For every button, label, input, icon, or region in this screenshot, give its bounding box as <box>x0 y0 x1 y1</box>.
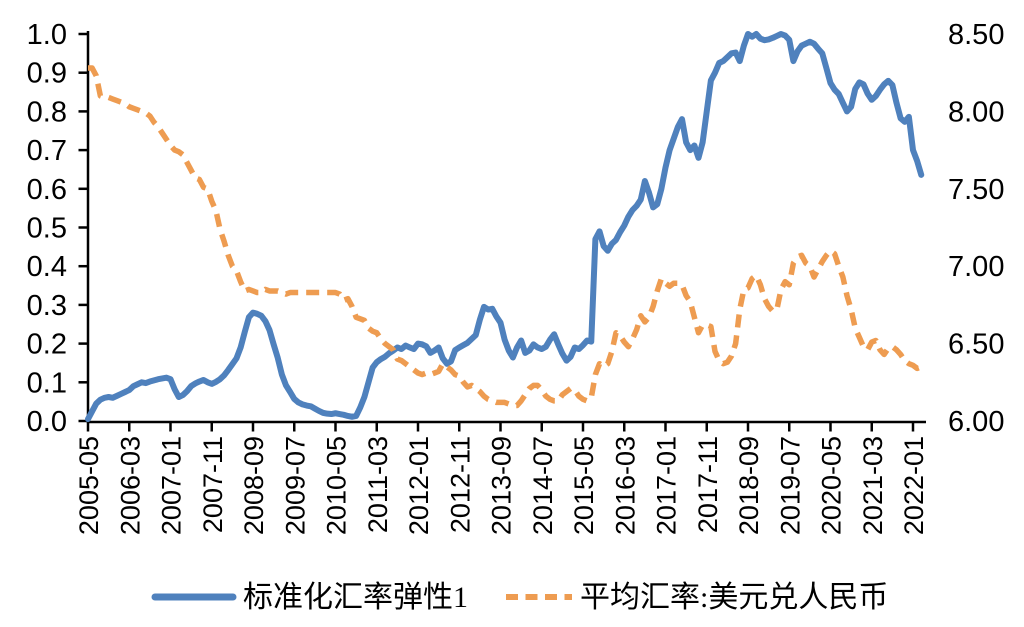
left-axis-tick-label: 0.4 <box>27 251 67 283</box>
left-axis-tick-label: 0.9 <box>27 58 67 90</box>
left-axis-tick-label: 0.3 <box>27 290 67 322</box>
legend-label-series1: 标准化汇率弹性1 <box>243 581 468 614</box>
right-axis-tick-label: 8.00 <box>948 96 1004 128</box>
x-axis-tick-label: 2017-01 <box>652 436 682 535</box>
x-axis-tick-label: 2013-09 <box>487 436 517 535</box>
right-axis-tick-label: 8.50 <box>948 19 1004 51</box>
x-axis-tick-label: 2006-03 <box>115 436 145 535</box>
x-axis-tick-label: 2008-09 <box>239 436 269 535</box>
left-axis-tick-label: 0.0 <box>27 406 67 438</box>
x-axis-tick-label: 2018-09 <box>734 436 764 535</box>
x-axis-tick-label: 2016-03 <box>610 436 640 535</box>
x-axis-tick-label: 2012-01 <box>404 436 434 535</box>
left-axis-tick-label: 0.7 <box>27 135 67 167</box>
right-axis-tick-label: 7.00 <box>948 251 1004 283</box>
x-axis-tick-label: 2014-07 <box>528 436 558 535</box>
x-axis-ticks: 2005-05 2006-03 2007-01 2007-11 2008-09 2009-… <box>74 422 929 535</box>
x-axis-tick-label: 2005-05 <box>74 436 104 535</box>
elasticity-line-series <box>85 31 925 423</box>
x-axis-tick-label: 2011-03 <box>363 436 393 533</box>
usd-cny-rate-line-series <box>88 65 923 409</box>
left-axis-tick-label: 0.6 <box>27 174 67 206</box>
left-axis-tick-label: 0.2 <box>27 329 67 361</box>
x-axis-tick-label: 2007-11 <box>198 436 228 533</box>
x-axis-tick-label: 2019-07 <box>775 436 805 535</box>
right-axis-labels: 6.00 6.50 7.00 7.50 8.00 8.50 <box>948 19 1004 438</box>
x-axis-tick-label: 2012-11 <box>445 436 475 533</box>
right-axis-tick-label: 6.00 <box>948 406 1004 438</box>
left-axis-tick-label: 0.5 <box>27 213 67 245</box>
x-axis-tick-label: 2009-07 <box>280 436 310 535</box>
left-axis-ticks: 0.0 0.1 0.2 0.3 0.4 0.5 0.6 0.7 0.8 0.9 1.0 <box>27 19 87 438</box>
legend: 标准化汇率弹性1 平均汇率:美元兑人民币 <box>151 581 888 614</box>
x-axis-tick-label: 2010-05 <box>322 436 352 535</box>
x-axis-tick-label: 2021-03 <box>858 436 888 535</box>
x-axis-tick-label: 2022-01 <box>899 436 929 535</box>
x-axis-tick-label: 2017-11 <box>693 436 723 533</box>
x-axis-tick-label: 2020-05 <box>817 436 847 535</box>
left-axis-tick-label: 0.8 <box>27 96 67 128</box>
right-axis-tick-label: 6.50 <box>948 329 1004 361</box>
right-axis-tick-label: 7.50 <box>948 174 1004 206</box>
legend-label-series2: 平均汇率:美元兑人民币 <box>580 581 888 614</box>
left-axis-tick-label: 1.0 <box>27 19 67 51</box>
x-axis-tick-label: 2007-01 <box>157 436 187 535</box>
left-axis-tick-label: 0.1 <box>27 367 67 399</box>
x-axis-tick-label: 2015-05 <box>569 436 599 535</box>
